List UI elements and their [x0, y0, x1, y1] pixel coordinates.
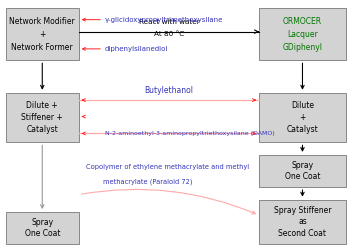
Text: GDiphenyl: GDiphenyl: [282, 43, 322, 52]
Text: Stiffener +: Stiffener +: [21, 113, 63, 122]
FancyBboxPatch shape: [259, 155, 346, 187]
Text: One Coat: One Coat: [285, 172, 320, 181]
Text: Spray Stiffener: Spray Stiffener: [274, 206, 331, 215]
FancyBboxPatch shape: [6, 8, 79, 60]
FancyBboxPatch shape: [6, 212, 79, 244]
Text: Spray: Spray: [292, 161, 314, 170]
Text: Lacquer: Lacquer: [287, 30, 318, 39]
FancyBboxPatch shape: [6, 93, 79, 142]
Text: γ-glicidoxypropyltrimethоxysilane: γ-glicidoxypropyltrimethоxysilane: [105, 17, 223, 23]
Text: Catalyst: Catalyst: [287, 126, 318, 134]
Text: Dilute +: Dilute +: [26, 100, 58, 110]
FancyBboxPatch shape: [259, 200, 346, 244]
Text: Dilute: Dilute: [291, 100, 314, 110]
Text: One Coat: One Coat: [25, 229, 60, 238]
Text: as: as: [298, 218, 307, 226]
Text: methacrylate (Paraloid 72): methacrylate (Paraloid 72): [103, 179, 192, 186]
Text: +: +: [299, 113, 306, 122]
Text: N-2-aminoethyl-3-aminopropyltriethoxysilane (DAMO): N-2-aminoethyl-3-aminopropyltriethoxysil…: [105, 131, 274, 136]
Text: Second Coat: Second Coat: [279, 229, 327, 238]
Text: Spray: Spray: [31, 218, 53, 227]
Text: React with water: React with water: [139, 19, 199, 25]
Text: At 80 °C: At 80 °C: [154, 31, 184, 37]
Text: Network Modifier: Network Modifier: [9, 17, 75, 26]
Text: +: +: [39, 30, 46, 39]
Text: Catalyst: Catalyst: [26, 126, 58, 134]
Text: Network Former: Network Former: [12, 43, 73, 52]
Text: Copolymer of ethylene methacrylate and methyl: Copolymer of ethylene methacrylate and m…: [86, 164, 249, 170]
Text: ORMOCER: ORMOCER: [283, 17, 322, 26]
FancyBboxPatch shape: [259, 93, 346, 142]
FancyBboxPatch shape: [259, 8, 346, 60]
Text: diphenylsilanediol: diphenylsilanediol: [105, 46, 168, 52]
Text: Butylethanol: Butylethanol: [145, 86, 194, 95]
